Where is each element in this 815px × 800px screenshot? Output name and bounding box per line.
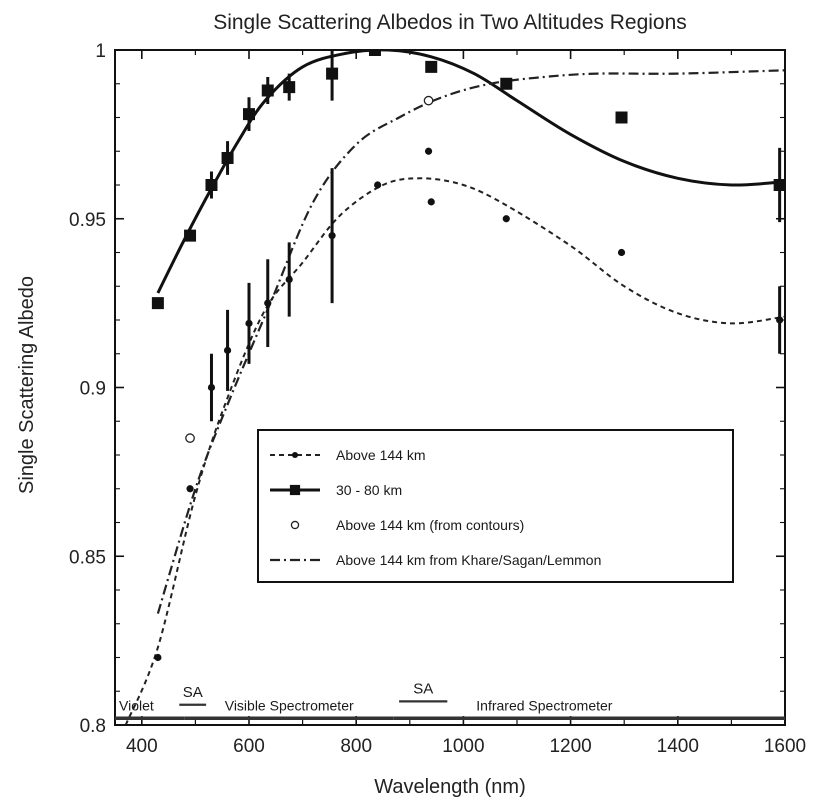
legend: Above 144 km 30 - 80 km Above 144 km (from…: [257, 429, 734, 583]
series-3-line: [156, 69, 785, 614]
axis-ticks: 400 600 800 1000 1200 1400 1600 0.8 0.85 0.9 0.95 1: [69, 41, 806, 757]
x-axis-label: Wavelength (nm): [374, 776, 526, 798]
plot-area: [114, 49, 786, 726]
series-1-line: [156, 50, 785, 294]
band-label: Violet: [119, 697, 154, 713]
data-point: [223, 346, 232, 354]
legend-entry: Above 144 km from Khare/Sagan/Lemmon: [270, 552, 601, 568]
legend-label: Above 144 km from Khare/Sagan/Lemmon: [336, 552, 601, 568]
plot-frame: [114, 49, 786, 726]
band-label: SA: [413, 680, 433, 697]
plot-content: [124, 50, 785, 725]
data-point: [423, 95, 434, 106]
legend-entry: 30 - 80 km: [270, 482, 402, 498]
legend-entry: Above 144 km (from contours): [290, 517, 524, 533]
x-tick-label: 1400: [657, 736, 699, 757]
y-tick-label: 0.9: [80, 379, 106, 400]
data-point: [154, 653, 162, 662]
data-point: [186, 485, 194, 493]
instrument-bands: Violet SA Visible Spectrometer SA Infrared S…: [115, 680, 785, 720]
legend-label: 30 - 80 km: [336, 482, 402, 498]
x-tick-label: 1600: [764, 736, 806, 757]
x-tick-label: 600: [233, 736, 265, 757]
data-point: [283, 81, 296, 94]
legend-entry: Above 144 km: [270, 447, 426, 463]
chart-title: Single Scattering Albedos in Two Altitud…: [213, 11, 687, 34]
data-point: [285, 275, 293, 284]
x-tick-label: 1000: [442, 736, 484, 757]
legend-box: [257, 429, 734, 583]
data-point: [776, 316, 784, 324]
y-tick-label: 0.95: [69, 210, 106, 231]
data-point: [424, 147, 433, 155]
legend-swatch-marker: [290, 520, 300, 530]
data-point: [374, 181, 382, 189]
data-point: [185, 433, 195, 443]
band-label: Infrared Spectrometer: [476, 697, 613, 713]
data-point: [151, 297, 164, 310]
data-point: [184, 229, 197, 242]
data-point: [502, 215, 510, 223]
legend-swatch-marker: [291, 451, 299, 459]
data-point: [264, 299, 272, 307]
data-point: [615, 111, 628, 124]
band-label: SA: [183, 684, 203, 701]
y-axis-label: Single Scattering Albedo: [16, 276, 38, 494]
y-tick-label: 0.85: [69, 547, 106, 568]
data-point: [245, 319, 253, 327]
data-point: [500, 77, 513, 90]
data-point: [773, 179, 785, 191]
data-point: [328, 232, 336, 240]
data-point: [261, 84, 274, 97]
data-point: [368, 50, 381, 56]
y-tick-label: 1: [95, 41, 106, 62]
data-point: [205, 179, 218, 191]
data-point: [427, 198, 435, 206]
legend-label: Above 144 km: [336, 447, 426, 463]
data-point: [617, 248, 626, 257]
legend-swatch-marker: [289, 484, 301, 496]
data-point: [425, 60, 438, 73]
x-tick-label: 400: [126, 736, 158, 757]
data-point: [326, 67, 339, 80]
data-point: [243, 108, 255, 121]
data-point: [221, 152, 234, 164]
band-label: Visible Spectrometer: [225, 697, 354, 713]
x-tick-label: 800: [340, 736, 372, 757]
legend-label: Above 144 km (from contours): [336, 517, 524, 533]
x-tick-label: 1200: [549, 736, 591, 757]
y-tick-label: 0.8: [80, 716, 106, 737]
data-point: [207, 383, 216, 392]
series-0-line: [124, 177, 785, 725]
